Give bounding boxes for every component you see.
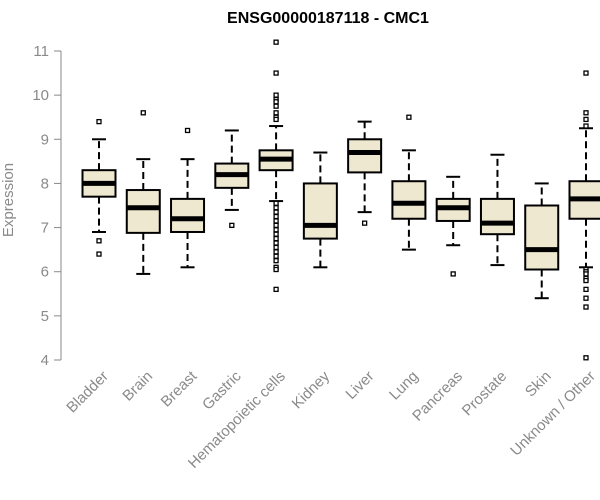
box-iqr [391, 180, 427, 220]
outlier-point [273, 92, 279, 98]
x-tick-label: Prostate [459, 368, 511, 420]
y-tick-label: 10 [32, 87, 49, 104]
outlier-point [273, 244, 279, 251]
outlier-point [273, 249, 279, 255]
outlier-point [450, 271, 456, 277]
outlier-point [273, 253, 279, 259]
y-tick-label: 5 [41, 308, 49, 325]
outlier-point [96, 118, 102, 125]
box-3 [214, 129, 250, 229]
chart-title: ENSG00000187118 - CMC1 [227, 10, 429, 27]
outlier-point [273, 99, 279, 105]
x-tick-label: Brain [119, 368, 156, 405]
box-iqr [302, 182, 338, 240]
outlier-point [273, 240, 279, 246]
y-axis: 4 5 6 7 8 9 10 11 [32, 43, 62, 369]
outlier-point [583, 116, 589, 123]
x-tick-label: Liver [342, 368, 377, 403]
outlier-point [273, 116, 279, 123]
box-0 [81, 118, 117, 257]
x-tick-label: Skin [522, 368, 555, 401]
outlier-point [273, 70, 279, 76]
box-11 [568, 70, 600, 361]
y-tick-label: 7 [41, 220, 49, 237]
y-tick-label: 8 [41, 175, 49, 192]
y-tick-label: 11 [33, 43, 49, 60]
box-iqr [524, 204, 560, 271]
outlier-point [96, 238, 102, 244]
outlier-point [273, 286, 279, 293]
outlier-point [273, 110, 279, 116]
box-8 [435, 175, 471, 277]
outlier-point [273, 103, 279, 109]
outlier-point [273, 209, 279, 215]
outlier-point [229, 222, 235, 229]
x-tick-label: Bladder [63, 368, 112, 417]
outlier-point [583, 123, 589, 129]
x-tick-label: Unknown / Other [507, 368, 599, 460]
outlier-point [583, 304, 589, 310]
outlier-point [583, 286, 589, 293]
box-1 [125, 110, 161, 275]
outlier-point [273, 205, 279, 211]
outlier-point [273, 218, 279, 224]
x-tick-label: Kidney [289, 367, 334, 412]
outlier-point [273, 39, 279, 45]
box-4 [258, 39, 294, 293]
outlier-point [273, 222, 279, 229]
box-iqr [479, 197, 515, 236]
outlier-point [273, 235, 279, 242]
outlier-point [273, 266, 279, 273]
outlier-point [184, 127, 191, 134]
outlier-point [583, 110, 589, 116]
outlier-point [583, 295, 589, 301]
box-10 [524, 182, 560, 300]
outlier-point [273, 200, 279, 206]
outlier-point [273, 227, 279, 233]
y-tick-label: 9 [41, 131, 49, 148]
y-axis-label: Expression [0, 163, 17, 237]
outlier-point [583, 271, 589, 277]
outlier-point [583, 277, 589, 284]
box-iqr [347, 138, 383, 174]
outlier-point [273, 231, 279, 237]
box-9 [479, 153, 515, 267]
box-2 [170, 127, 206, 269]
box-7 [391, 114, 427, 251]
boxes-group [81, 39, 600, 361]
y-tick-label: 6 [41, 264, 49, 281]
outlier-point [273, 213, 279, 220]
y-tick-label: 4 [41, 352, 49, 369]
outlier-point [96, 251, 102, 257]
x-tick-label: Breast [158, 367, 201, 410]
outlier-point [406, 114, 412, 120]
box-iqr [170, 197, 206, 233]
x-tick-label: Lung [386, 368, 422, 404]
outlier-point [140, 110, 146, 116]
outlier-point [361, 220, 368, 226]
box-6 [347, 120, 383, 226]
outlier-point [583, 355, 589, 361]
outlier-point [583, 70, 589, 76]
box-iqr [125, 189, 161, 234]
outlier-point [273, 258, 279, 264]
box-5 [302, 151, 338, 269]
